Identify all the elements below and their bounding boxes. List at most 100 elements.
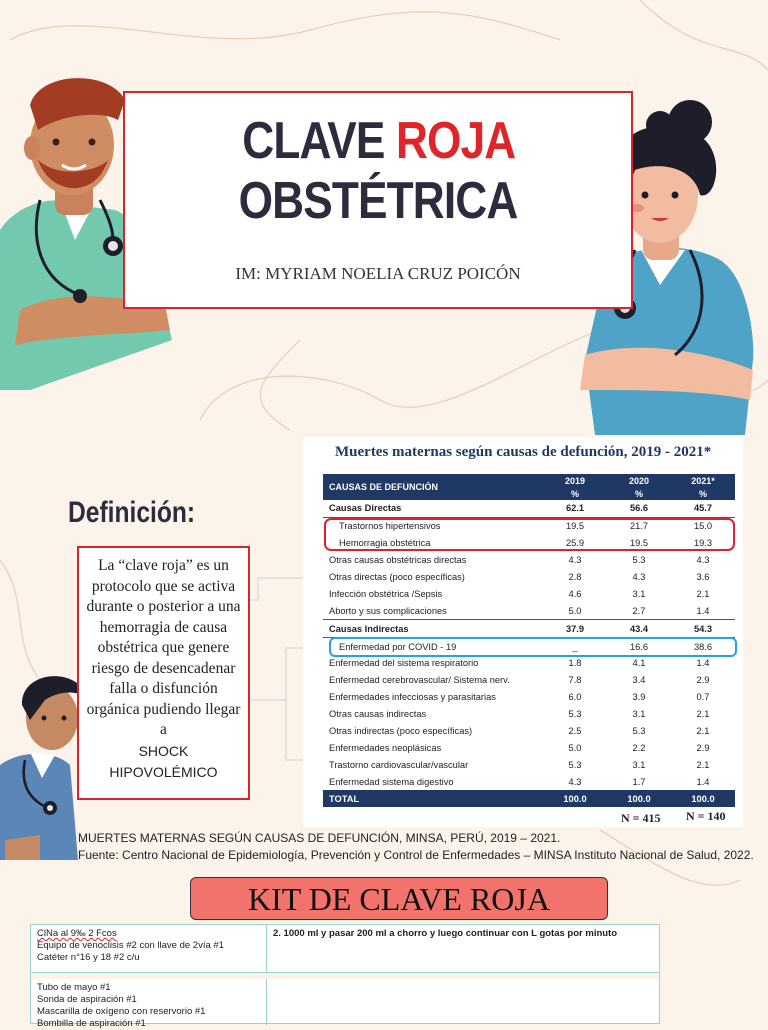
row-value: 6.0 [568, 692, 582, 703]
row-value: 2.1 [696, 759, 710, 770]
row-value: 2.1 [696, 588, 710, 599]
row-label: Trastorno cardiovascular/vascular [329, 759, 469, 770]
row-label: Otras directas (poco específicas) [329, 572, 465, 582]
table-row: Otras causas indirectas 5.3 3.1 2.1 [323, 706, 735, 723]
row-value: 5.3 [568, 759, 582, 770]
row-value: 4.3 [568, 555, 582, 566]
row-value: 3.1 [632, 759, 646, 770]
definition-text: La “clave roja” es un protocolo que se a… [86, 557, 241, 738]
row-label: Enfermedad sistema digestivo [329, 776, 454, 787]
hemorrhage-highlight [324, 518, 735, 551]
row-value: 43.4 [607, 619, 671, 639]
table-row: Trastorno cardiovascular/vascular 5.3 3.1 2… [323, 756, 735, 773]
row-value: 3.1 [632, 709, 646, 720]
kit-item: ClNa al 9‰ 2 Fcos [37, 928, 117, 939]
definition-box: La “clave roja” es un protocolo que se a… [77, 546, 250, 800]
row-label: Enfermedad del sistema respiratorio [329, 658, 479, 669]
row-label: Causas Directas [323, 500, 543, 518]
row-label: Otras indirectas (poco específicas) [329, 726, 473, 737]
row-value: 19.5 [565, 521, 585, 532]
row-value: 2.1 [696, 726, 710, 737]
row-value: 2.7 [607, 602, 671, 621]
row-value: 3.1 [632, 588, 646, 599]
row-value: 56.6 [607, 500, 671, 518]
year-header: 2021* [671, 474, 735, 488]
definition-heading: Definición: [68, 496, 196, 529]
row-value: 2.1 [696, 709, 710, 720]
total-label: TOTAL [323, 790, 543, 808]
row-value: 19.3 [693, 538, 713, 549]
table-row: Aborto y sus complicaciones 5.0 2.7 1.4 [323, 602, 735, 621]
table-row: Otras directas (poco específicas) 2.8 4.3 3… [323, 569, 735, 586]
row-value: 25.9 [565, 538, 585, 549]
row-value: 7.8 [568, 675, 582, 686]
row-value: 5.0 [568, 742, 582, 753]
table-row: Enfermedad por COVID - 19 _ 16.6 38.6 [323, 638, 735, 655]
table-header-label: CAUSAS DE DEFUNCIÓN [323, 474, 543, 500]
row-value: 15.0 [693, 521, 713, 532]
table-row: Otras indirectas (poco específicas) 2.5 5.… [323, 723, 735, 740]
table-title: Muertes maternas según causas de defunci… [335, 444, 712, 460]
row-value: 38.6 [693, 641, 713, 652]
row-value: 1.4 [671, 602, 735, 621]
author-line: IM: MYRIAM NOELIA CRUZ POICÓN [235, 264, 521, 283]
kit-item: Bombilla de aspiración #1 [37, 1018, 146, 1029]
unit-header: % [671, 488, 735, 500]
row-label: Otras causas indirectas [329, 709, 427, 720]
row-label: Hemorragia obstétrica [339, 538, 431, 549]
row-label: Enfermedad cerebrovascular/ Sistema nerv… [329, 675, 510, 686]
sample-size-2021: N = 140 [686, 809, 726, 823]
sample-size-2020: N = 415 [621, 811, 661, 825]
row-value: 37.9 [543, 619, 607, 639]
unit-header: % [607, 488, 671, 500]
row-value: 2.9 [696, 675, 710, 686]
row-value: 45.7 [671, 500, 735, 518]
row-value: 2.2 [632, 742, 646, 753]
row-value: 5.3 [632, 726, 646, 737]
row-value: 3.9 [632, 692, 646, 703]
row-label: Causas Indirectas [323, 619, 543, 639]
year-header: 2019 [543, 474, 607, 488]
table-row: Hemorragia obstétrica 25.9 19.5 19.3 [323, 535, 735, 552]
row-label: Trastornos hipertensivos [339, 521, 441, 532]
row-value: 0.7 [696, 692, 710, 703]
kit-table: ClNa al 9‰ 2 Fcos Equipo de venoclisis #… [30, 924, 660, 1029]
table-row: Trastornos hipertensivos 19.5 21.7 15.0 [323, 517, 735, 534]
table-source: MUERTES MATERNAS SEGÚN CAUSAS DE DEFUNCI… [78, 830, 758, 864]
table-row: Enfermedades neoplásicas 5.0 2.2 2.9 [323, 739, 735, 756]
row-label: Aborto y sus complicaciones [323, 602, 543, 621]
kit-item: Mascarilla de oxígeno con reservorio #1 [37, 1006, 206, 1017]
year-header: 2020 [607, 474, 671, 488]
title-card: CLAVE ROJA OBSTÉTRICA IM: MYRIAM NOELIA … [123, 91, 633, 309]
row-value: 1.7 [632, 776, 646, 787]
kit-item: Sonda de aspiración #1 [37, 994, 137, 1005]
kit-row-gap [31, 973, 659, 979]
row-value: 2.9 [696, 742, 710, 753]
kit-cell-empty [267, 979, 659, 1025]
table-row: Otras causas obstétricas directas 4.3 5.3 4… [323, 552, 735, 569]
row-value: 4.3 [632, 572, 646, 582]
row-value: 1.8 [568, 658, 582, 669]
row-value: 16.6 [629, 641, 649, 652]
row-value: 5.3 [568, 709, 582, 720]
row-value: _ [572, 641, 578, 652]
table-row: Causas Indirectas 37.9 43.4 54.3 [323, 619, 735, 639]
row-value: 62.1 [543, 500, 607, 518]
row-value: 19.5 [629, 538, 649, 549]
kit-instruction: 2. 1000 ml y pasar 200 ml a chorro y lue… [273, 928, 618, 939]
source-line-2: Fuente: Centro Nacional de Epidemiología… [78, 848, 754, 862]
row-label: Infección obstétrica /Sepsis [329, 588, 443, 599]
page-title: CLAVE ROJA OBSTÉTRICA [238, 112, 519, 230]
row-value: 5.3 [632, 555, 646, 566]
row-value: 2.8 [568, 572, 582, 582]
row-label: Enfermedades neoplásicas [329, 742, 442, 753]
kit-item: Tubo de mayo #1 [37, 982, 111, 993]
kit-cell-airway: Tubo de mayo #1 Sonda de aspiración #1 M… [31, 979, 267, 1029]
kit-cell-instructions: 2. 1000 ml y pasar 200 ml a chorro y lue… [267, 925, 659, 973]
row-value: 54.3 [671, 619, 735, 639]
row-value: 3.4 [632, 675, 646, 686]
male-doctor-illustration [0, 78, 172, 390]
row-value: 2.5 [568, 726, 582, 737]
row-value: 1.4 [696, 776, 710, 787]
row-value: 4.1 [632, 658, 646, 669]
